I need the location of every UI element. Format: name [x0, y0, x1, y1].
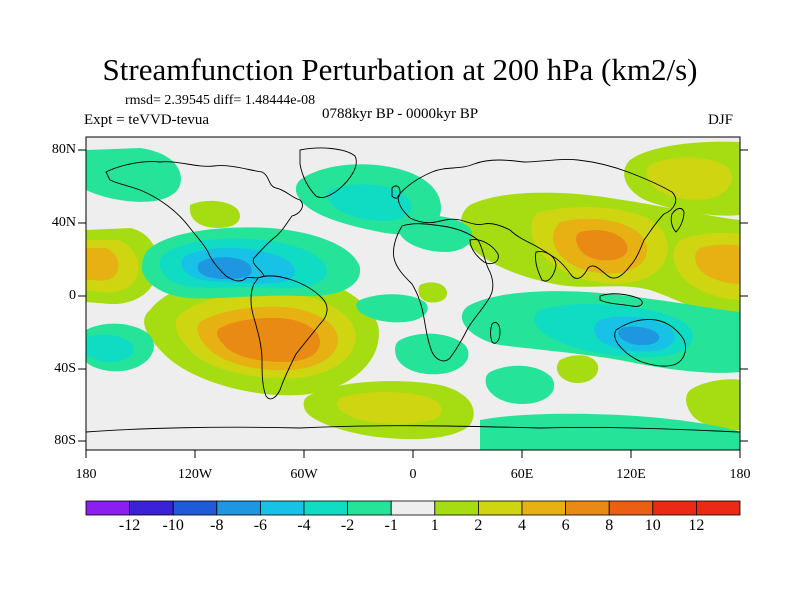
stats-text: rmsd= 2.39545 diff= 1.48444e-08: [125, 93, 316, 108]
contour-med-low: [397, 215, 473, 252]
colorbar-label: 6: [561, 517, 570, 534]
colorbar-box: [216, 500, 261, 516]
colorbar-label: -4: [297, 517, 311, 534]
colorbar-label: 12: [688, 517, 705, 534]
colorbar-label: -10: [162, 517, 184, 534]
lon-label-60e: 60E: [510, 467, 534, 482]
colorbar-box: [652, 500, 697, 516]
contour-atl-high: [189, 200, 240, 228]
colorbar-box: [347, 500, 392, 516]
lon-label-120e: 120E: [616, 467, 646, 482]
contour-asia-high-l4: [575, 230, 628, 261]
coast-eurasia: [397, 159, 677, 279]
contour-satl-low: [395, 333, 469, 375]
coast-indonesia: [599, 293, 643, 307]
lat-label-80n: 80N: [51, 142, 76, 157]
contour-sa-high-l4: [216, 317, 320, 362]
colorbar-box: [303, 500, 348, 516]
colorbar-box: [477, 500, 523, 516]
contour-ant-low: [480, 413, 740, 450]
lat-label-40n: 40N: [51, 215, 76, 230]
contour-se-pacific-high: [686, 379, 740, 431]
contour-natl-low-l2: [327, 184, 412, 221]
coast-japan: [670, 207, 685, 233]
colorbar-label: 4: [518, 517, 526, 534]
coastlines: [86, 147, 740, 433]
colorbar-label: 2: [474, 517, 483, 534]
colorbar-box: [259, 500, 305, 516]
contour-sa-small-high: [556, 355, 599, 384]
period-label: 0788kyr BP - 0000kyr BP: [322, 106, 479, 122]
colorbar-label: 8: [605, 517, 614, 534]
colorbar-box: [608, 500, 654, 516]
colorbar-label: -12: [118, 517, 141, 534]
colorbar-label: -8: [210, 517, 224, 534]
coast-north-america: [105, 161, 303, 282]
coast-india: [535, 251, 557, 282]
contour-arctic-high-l2: [646, 157, 732, 200]
coast-south-america: [250, 275, 328, 400]
coast-greenland: [299, 147, 357, 199]
colorbar-label: -1: [384, 517, 398, 534]
lon-label-120w: 120W: [177, 467, 213, 482]
experiment-label: Expt = teVVD-tevua: [84, 112, 210, 128]
coast-uk: [391, 185, 401, 199]
coast-australia: [614, 319, 687, 367]
contour-fill-group: [86, 141, 740, 450]
colorbar-label: -6: [253, 517, 268, 534]
contour-io-low-l4: [618, 326, 660, 346]
colorbar-box: [434, 500, 479, 516]
season-label: DJF: [708, 112, 734, 128]
contour-sh-low-w2: [86, 334, 135, 363]
contour-npac-low-l4: [197, 257, 252, 280]
colorbar-label: 10: [644, 517, 661, 534]
coast-madagascar: [490, 321, 501, 344]
colorbar-box: [85, 500, 130, 516]
colorbar-box: [172, 500, 218, 516]
contour-sio-low: [485, 365, 555, 404]
colorbar-box: [565, 500, 610, 516]
colorbar-box: [390, 500, 436, 516]
contour-dateline-high-l2: [695, 244, 740, 284]
chart-title: Streamfunction Perturbation at 200 hPa (…: [102, 52, 698, 87]
colorbar-label: 1: [430, 517, 439, 534]
lon-label-0: 0: [409, 467, 417, 482]
lon-label-180e: 180: [729, 467, 751, 482]
lat-label-80s: 80S: [54, 433, 76, 448]
lat-label-0: 0: [69, 288, 76, 303]
contour-africa-high: [418, 282, 448, 303]
lon-label-60w: 60W: [290, 467, 318, 482]
contour-pacific-high-w3: [86, 248, 119, 281]
colorbar-box: [521, 500, 566, 516]
colorbar-label: -2: [340, 517, 355, 534]
coast-africa: [393, 223, 494, 362]
coast-antarctica: [86, 425, 740, 433]
axis-ticks: [78, 149, 748, 458]
contour-southern-high-l2: [336, 392, 442, 424]
coast-arabia: [469, 239, 499, 265]
colorbar-box: [696, 500, 741, 516]
contour-eq-low: [356, 294, 428, 323]
colorbar-box: [129, 500, 174, 516]
lon-label-180w: 180: [75, 467, 97, 482]
lat-label-40s: 40S: [54, 361, 76, 376]
